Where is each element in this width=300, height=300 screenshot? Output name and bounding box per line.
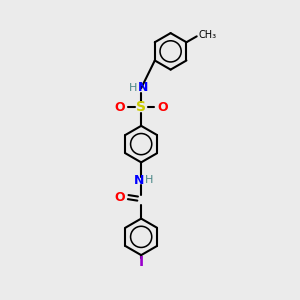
Text: I: I: [139, 255, 144, 268]
Text: O: O: [115, 190, 125, 204]
Text: H: H: [145, 175, 154, 185]
Text: O: O: [115, 101, 125, 114]
Text: O: O: [157, 101, 168, 114]
Text: H: H: [129, 82, 137, 93]
Text: S: S: [136, 100, 146, 114]
Text: N: N: [134, 174, 144, 187]
Text: N: N: [138, 81, 149, 94]
Text: CH₃: CH₃: [199, 30, 217, 40]
